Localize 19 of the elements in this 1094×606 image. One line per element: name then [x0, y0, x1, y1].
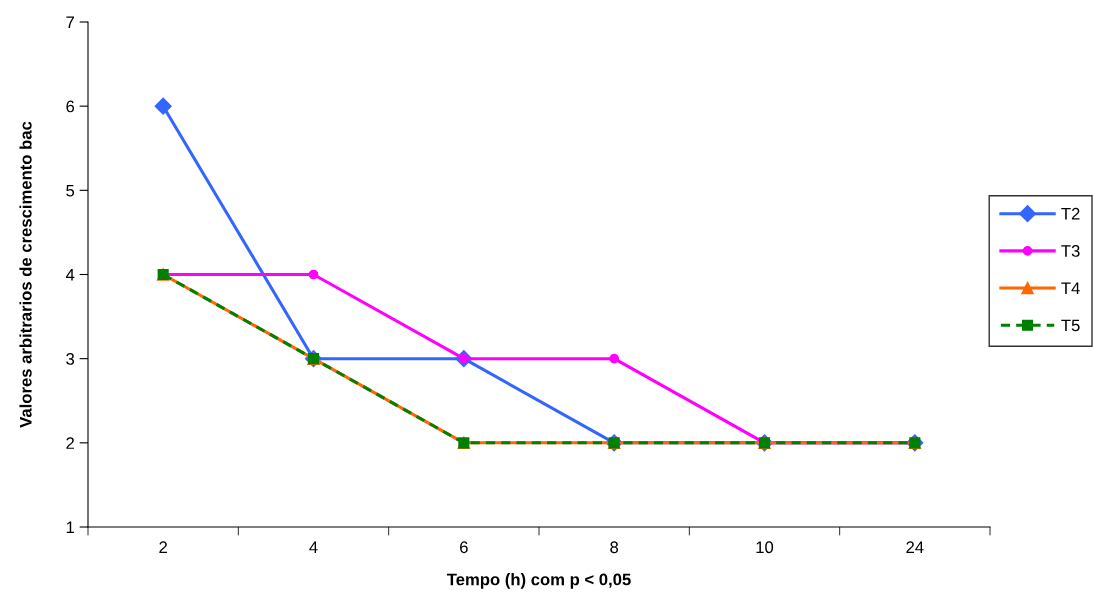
- legend-label: T2: [1061, 207, 1080, 220]
- x-tick-label: 24: [906, 541, 924, 553]
- y-tick-label: 5: [66, 184, 75, 197]
- y-tick-label: 3: [66, 353, 75, 365]
- x-tick-label: 2: [159, 541, 167, 553]
- y-axis-title: Valores arbitrarios de crescimento bac: [19, 121, 32, 428]
- x-tick-label: 6: [460, 541, 468, 554]
- y-tick-label: 2: [66, 437, 74, 449]
- x-tick-label: 4: [309, 541, 318, 553]
- legend-label: T5: [1061, 319, 1080, 332]
- legend-label: T4: [1061, 282, 1080, 294]
- x-axis-title: Tempo (h) com p < 0,05: [446, 573, 631, 589]
- y-tick-label: 7: [66, 16, 74, 29]
- legend-label: T3: [1061, 245, 1080, 257]
- x-tick-label: 10: [756, 541, 774, 554]
- x-tick-label: 8: [610, 541, 619, 554]
- y-tick-label: 1: [66, 521, 74, 534]
- y-tick-label: 6: [66, 100, 75, 113]
- y-tick-label: 4: [65, 269, 75, 281]
